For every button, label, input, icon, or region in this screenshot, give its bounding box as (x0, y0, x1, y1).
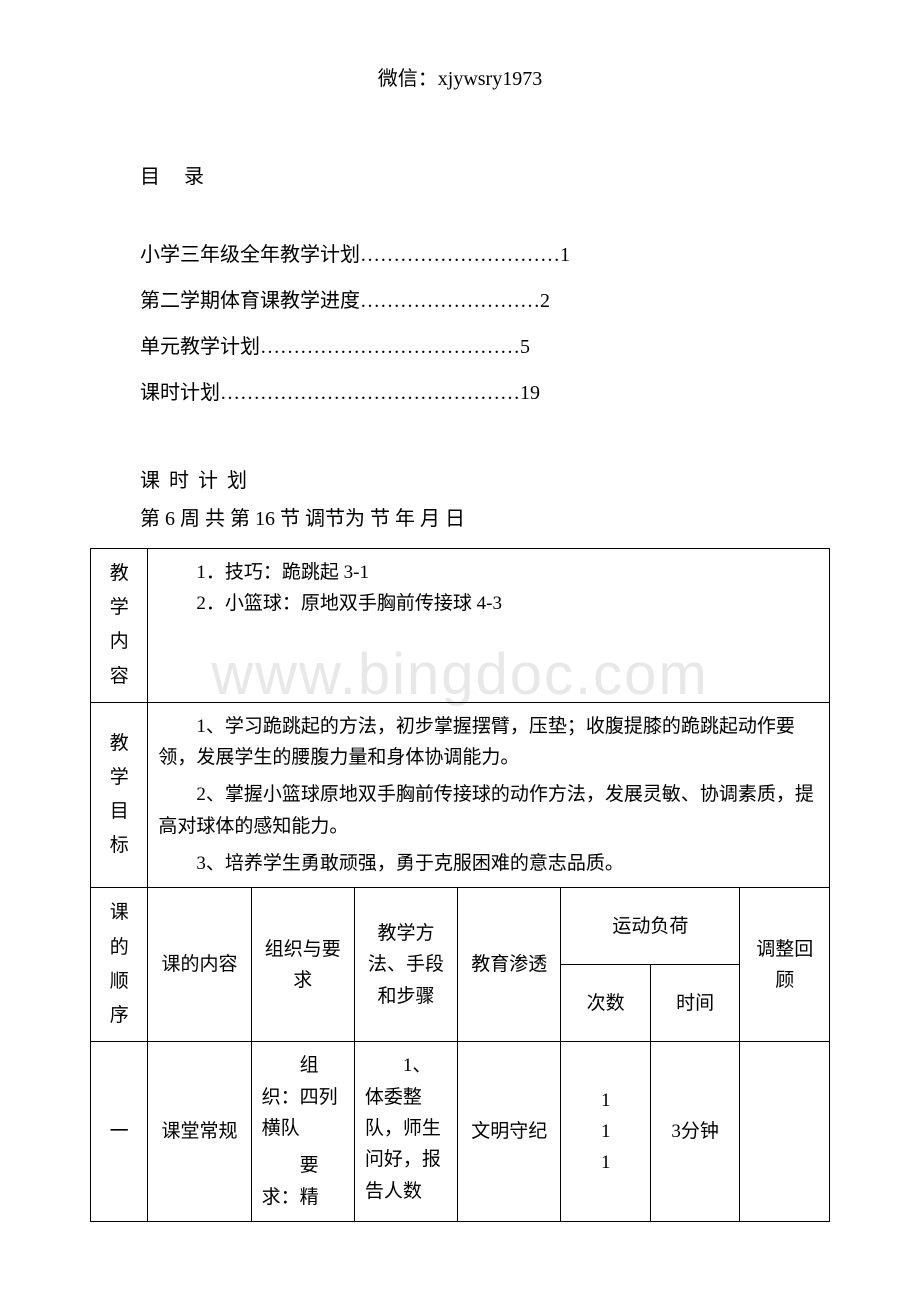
page-content: 微信：xjywsry1973 目录 小学三年级全年教学计划…………………………1… (90, 60, 830, 1222)
toc-item: 课时计划………………………………………19 (90, 374, 830, 412)
header-time: 时间 (650, 965, 740, 1042)
header-sequence: 课的顺序 (91, 888, 148, 1042)
lesson-table: 教学内容 1．技巧：跪跳起 3-1 2．小篮球：原地双手胸前传接球 4-3 教学… (90, 548, 830, 1222)
header-edu: 教育渗透 (458, 888, 561, 1042)
cell-teaching-goals: 1、学习跪跳起的方法，初步掌握摆臂，压垫；收腹提膝的跪跳起动作要领，发展学生的腰… (148, 702, 830, 888)
toc-item: 第二学期体育课教学进度………………………2 (90, 282, 830, 320)
table-row: 教学目标 1、学习跪跳起的方法，初步掌握摆臂，压垫；收腹提膝的跪跳起动作要领，发… (91, 702, 830, 888)
lesson-title: 课 时 计 划 (90, 462, 830, 500)
toc-title: 目录 (90, 158, 830, 196)
cell-org: 组织：四列横队 要求：精 (251, 1042, 354, 1222)
toc-item: 小学三年级全年教学计划…………………………1 (90, 236, 830, 274)
cell-time: 3分钟 (650, 1042, 740, 1222)
cell-seq: 一 (91, 1042, 148, 1222)
toc-item: 单元教学计划…………………………………5 (90, 328, 830, 366)
header-review: 调整回顾 (740, 888, 830, 1042)
table-row: 教学内容 1．技巧：跪跳起 3-1 2．小篮球：原地双手胸前传接球 4-3 (91, 549, 830, 703)
cell-teaching-content: 1．技巧：跪跳起 3-1 2．小篮球：原地双手胸前传接球 4-3 (148, 549, 830, 703)
header-load: 运动负荷 (561, 888, 740, 965)
cell-edu: 文明守纪 (458, 1042, 561, 1222)
cell-label-goals: 教学目标 (91, 702, 148, 888)
cell-method: 1、体委整队，师生问好，报告人数 (354, 1042, 457, 1222)
cell-review (740, 1042, 830, 1222)
cell-content: 课堂常规 (148, 1042, 251, 1222)
cell-count: 1 1 1 (561, 1042, 651, 1222)
lesson-subtitle: 第 6 周 共 第 16 节 调节为 节 年 月 日 (90, 500, 830, 538)
header-contact: 微信：xjywsry1973 (90, 60, 830, 98)
table-row: 一 课堂常规 组织：四列横队 要求：精 1、体委整队，师生问好，报告人数 文明守… (91, 1042, 830, 1222)
cell-label-content: 教学内容 (91, 549, 148, 703)
header-method: 教学方法、手段和步骤 (354, 888, 457, 1042)
header-org: 组织与要求 (251, 888, 354, 1042)
header-content: 课的内容 (148, 888, 251, 1042)
header-count: 次数 (561, 965, 651, 1042)
table-header-row: 课的顺序 课的内容 组织与要求 教学方法、手段和步骤 教育渗透 运动负荷 调整回… (91, 888, 830, 965)
